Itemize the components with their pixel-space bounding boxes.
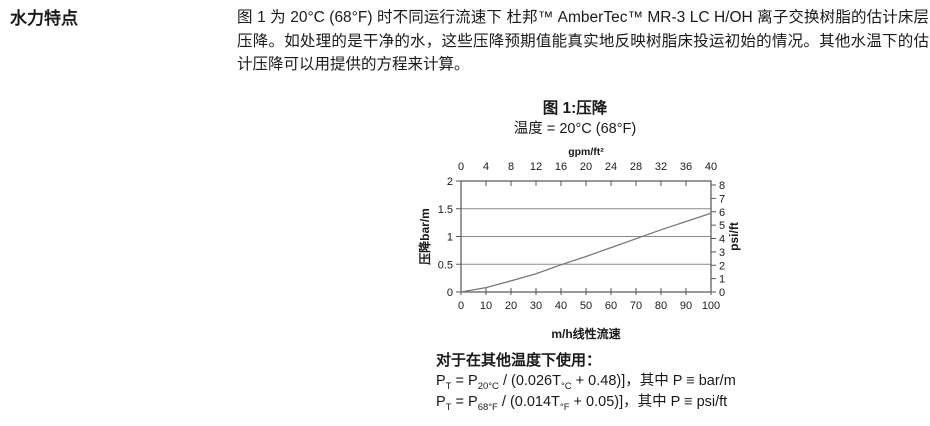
svg-text:4: 4 xyxy=(719,234,725,246)
svg-text:1: 1 xyxy=(447,232,453,244)
temperature-notes: 对于在其他温度下使用： PT = P20°C / (0.026T°C + 0.4… xyxy=(436,350,736,412)
left-axis: 0 0.5 1 1.5 2 压降bar/m xyxy=(417,176,461,299)
svg-text:36: 36 xyxy=(680,161,692,173)
svg-text:32: 32 xyxy=(655,161,667,173)
right-axis: 01 234 56 78 psi/ft xyxy=(711,180,741,299)
svg-text:7: 7 xyxy=(719,193,725,205)
svg-text:28: 28 xyxy=(630,161,642,173)
svg-text:80: 80 xyxy=(655,300,667,312)
svg-text:100: 100 xyxy=(702,300,720,312)
svg-text:0: 0 xyxy=(447,287,453,299)
equation-psi-per-ft: PT = P68°F / (0.014T°F + 0.05)]，其中 P ≡ p… xyxy=(436,393,728,413)
svg-text:0: 0 xyxy=(458,300,464,312)
svg-text:12: 12 xyxy=(530,161,542,173)
svg-text:50: 50 xyxy=(580,300,592,312)
svg-text:0: 0 xyxy=(458,161,464,173)
equation-bar-per-m: PT = P20°C / (0.026T°C + 0.48)]，其中 P ≡ b… xyxy=(436,373,736,392)
svg-text:20: 20 xyxy=(505,300,517,312)
top-axis: gpm/ft² 0 4 8 12 16 20 24 28 32 36 40 xyxy=(458,146,717,186)
figure-subtitle: 温度 = 20°C (68°F) xyxy=(513,121,637,137)
svg-text:90: 90 xyxy=(680,300,692,312)
svg-text:40: 40 xyxy=(555,300,567,312)
figure-block: 图 1:压降 温度 = 20°C (68°F) gpm/ft² 0 4 8 12 16 20… xyxy=(405,99,745,347)
data-line xyxy=(460,212,712,293)
svg-text:gpm/ft²: gpm/ft² xyxy=(568,146,604,158)
svg-text:2: 2 xyxy=(447,176,453,188)
svg-text:8: 8 xyxy=(719,180,725,192)
gridlines xyxy=(461,208,711,265)
svg-text:m/h线性流速: m/h线性流速 xyxy=(551,326,620,341)
section-heading: 水力特点 xyxy=(10,9,78,28)
svg-text:0: 0 xyxy=(719,287,725,299)
svg-text:1.5: 1.5 xyxy=(438,204,453,216)
notes-heading: 对于在其他温度下使用： xyxy=(436,352,602,369)
svg-text:24: 24 xyxy=(605,161,617,173)
svg-text:1: 1 xyxy=(719,274,725,286)
svg-text:30: 30 xyxy=(530,300,542,312)
svg-text:0.5: 0.5 xyxy=(438,259,453,271)
svg-text:5: 5 xyxy=(719,220,725,232)
svg-text:3: 3 xyxy=(719,247,725,259)
bottom-axis: 0 10 20 30 40 50 60 70 80 90 100 m/h线性流速 xyxy=(458,288,720,341)
svg-text:6: 6 xyxy=(719,207,725,219)
svg-text:2: 2 xyxy=(719,260,725,272)
svg-text:4: 4 xyxy=(483,161,489,173)
svg-text:20: 20 xyxy=(580,161,592,173)
figure-title: 图 1:压降 xyxy=(542,100,608,117)
svg-text:70: 70 xyxy=(630,300,642,312)
svg-text:16: 16 xyxy=(555,161,567,173)
svg-text:8: 8 xyxy=(508,161,514,173)
svg-text:压降bar/m: 压降bar/m xyxy=(417,208,432,265)
svg-text:psi/ft: psi/ft xyxy=(727,222,741,251)
svg-text:10: 10 xyxy=(480,300,492,312)
svg-text:60: 60 xyxy=(605,300,617,312)
intro-paragraph: 图 1 为 20°C (68°F) 时不同运行流速下 杜邦™ AmberTec™… xyxy=(237,9,929,73)
svg-text:40: 40 xyxy=(705,161,717,173)
